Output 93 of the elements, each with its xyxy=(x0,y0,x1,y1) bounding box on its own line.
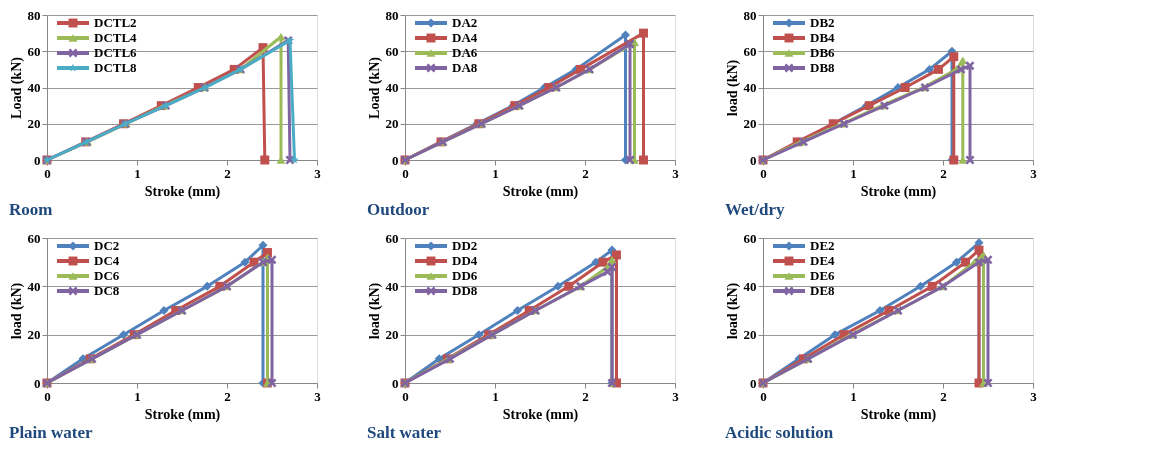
legend-label: DD8 xyxy=(452,283,478,298)
x-tick-label: 1 xyxy=(134,388,141,404)
y-tick-label: 20 xyxy=(385,327,399,343)
legend-label: DD6 xyxy=(452,268,478,283)
legend-label: DCTL8 xyxy=(94,60,138,75)
x-tick-label: 2 xyxy=(582,165,589,181)
legend-label: DE4 xyxy=(810,253,836,268)
x-tick-label: 3 xyxy=(1030,388,1038,404)
x-tick-label: 2 xyxy=(940,388,947,404)
legend-label: DA2 xyxy=(452,15,478,30)
legend-label: DD4 xyxy=(452,253,478,268)
y-axis-title: Load (kN) xyxy=(8,56,25,119)
x-tick-label: 3 xyxy=(1030,165,1038,181)
x-axis-title: Stroke (mm) xyxy=(144,183,221,200)
y-tick-label: 40 xyxy=(385,278,399,294)
text: Acidic solution xyxy=(725,423,834,442)
y-tick-label: 40 xyxy=(27,278,41,294)
legend-label: DE8 xyxy=(810,283,836,298)
legend-label: DB4 xyxy=(810,30,836,45)
x-tick-label: 2 xyxy=(224,165,231,181)
legend-label: DA8 xyxy=(452,60,478,75)
legend-label: DC6 xyxy=(94,268,120,283)
x-tick-label: 2 xyxy=(582,388,589,404)
y-tick-label: 60 xyxy=(27,43,41,59)
y-tick-label: 40 xyxy=(743,80,757,95)
x-axis-title: Stroke (mm) xyxy=(860,406,937,423)
x-tick-label: 0 xyxy=(760,388,767,404)
y-tick-label: 20 xyxy=(385,116,399,132)
x-tick-label: 0 xyxy=(402,165,409,181)
x-axis-title: Stroke (mm) xyxy=(144,406,221,423)
x-tick-label: 1 xyxy=(492,165,499,181)
legend-label: DA6 xyxy=(452,45,478,60)
y-tick-label: 0 xyxy=(34,152,41,168)
x-tick-label: 0 xyxy=(44,165,51,181)
legend-label: DCTL2 xyxy=(94,15,137,30)
x-tick-label: 3 xyxy=(672,388,680,404)
y-tick-label: 60 xyxy=(385,230,399,246)
x-tick-label: 3 xyxy=(672,165,680,181)
x-tick-label: 1 xyxy=(492,388,499,404)
y-tick-label: 20 xyxy=(27,116,41,132)
y-tick-label: 20 xyxy=(27,327,41,343)
y-tick-label: 0 xyxy=(750,152,757,168)
x-tick-label: 0 xyxy=(44,388,51,404)
y-tick-label: 80 xyxy=(385,7,399,23)
y-tick-label: 0 xyxy=(392,375,399,391)
y-axis-title: load (kN) xyxy=(724,282,741,340)
x-tick-label: 0 xyxy=(760,165,767,181)
legend-label: DA4 xyxy=(452,30,478,45)
text: Wet/dry xyxy=(725,200,785,219)
x-tick-label: 3 xyxy=(314,388,322,404)
x-axis-title: Stroke (mm) xyxy=(860,183,937,200)
y-axis-title: load (kN) xyxy=(8,282,25,340)
y-tick-label: 60 xyxy=(27,230,41,246)
y-tick-label: 20 xyxy=(743,116,757,132)
y-axis-title: load (kN) xyxy=(724,59,741,117)
x-axis-title: Stroke (mm) xyxy=(502,406,579,423)
x-tick-label: 1 xyxy=(850,388,857,404)
x-tick-label: 0 xyxy=(402,388,409,404)
y-tick-label: 60 xyxy=(743,230,757,246)
text: Plain water xyxy=(9,423,94,442)
y-tick-label: 60 xyxy=(743,43,757,59)
legend-label: DCTL6 xyxy=(94,45,138,60)
legend-label: DCTL4 xyxy=(94,30,138,45)
y-tick-label: 0 xyxy=(750,375,757,391)
y-tick-label: 40 xyxy=(743,278,757,294)
y-tick-label: 0 xyxy=(34,375,41,391)
y-tick-label: 60 xyxy=(385,43,399,59)
legend-label: DC8 xyxy=(94,283,120,298)
legend-label: DC4 xyxy=(94,253,120,268)
x-tick-label: 2 xyxy=(940,165,947,181)
legend-label: DC2 xyxy=(94,238,120,253)
legend-label: DE2 xyxy=(810,238,835,253)
legend-label: DE6 xyxy=(810,268,836,283)
x-tick-label: 3 xyxy=(314,165,322,181)
legend-label: DB6 xyxy=(810,45,836,60)
y-tick-label: 40 xyxy=(385,80,399,95)
legend-label: DB8 xyxy=(810,60,836,75)
y-tick-label: 20 xyxy=(743,327,757,343)
legend-label: DD2 xyxy=(452,238,478,253)
x-tick-label: 1 xyxy=(134,165,141,181)
y-tick-label: 80 xyxy=(743,7,757,23)
legend-label: DB2 xyxy=(810,15,835,30)
y-axis-title: load (kN) xyxy=(366,282,383,340)
x-axis-title: Stroke (mm) xyxy=(502,183,579,200)
y-tick-label: 40 xyxy=(27,80,41,95)
text: Salt water xyxy=(367,423,442,442)
x-tick-label: 1 xyxy=(850,165,857,181)
text: Outdoor xyxy=(367,200,430,219)
y-axis-title: Load (kN) xyxy=(366,56,383,119)
y-tick-label: 80 xyxy=(27,7,41,23)
x-tick-label: 2 xyxy=(224,388,231,404)
text: Room xyxy=(9,200,53,219)
y-tick-label: 0 xyxy=(392,152,399,168)
